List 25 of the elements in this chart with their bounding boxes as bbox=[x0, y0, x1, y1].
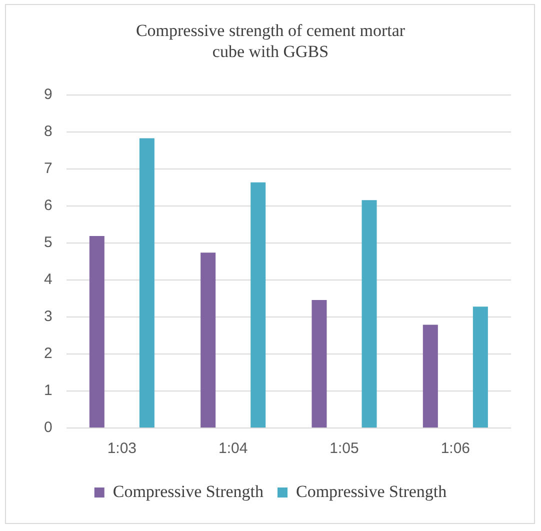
y-tick-label: 5 bbox=[44, 234, 52, 252]
bar bbox=[362, 200, 377, 428]
x-tick-label: 1:05 bbox=[330, 440, 359, 458]
bar bbox=[250, 182, 266, 428]
bar bbox=[422, 324, 438, 428]
chart-title: Compressive strength of cement mortar cube with GGBS bbox=[134, 20, 406, 62]
y-tick-label: 4 bbox=[44, 271, 52, 288]
bar bbox=[472, 306, 488, 428]
x-tick-label: 1:04 bbox=[218, 440, 248, 458]
legend-label: Compressive Strength bbox=[112, 482, 264, 501]
y-tick-label: 9 bbox=[44, 86, 52, 104]
x-tick-label: 1:03 bbox=[107, 440, 137, 458]
bar bbox=[200, 252, 216, 428]
y-tick-label: 1 bbox=[44, 382, 52, 400]
y-tick-label: 3 bbox=[44, 308, 52, 326]
y-tick-label: 8 bbox=[44, 123, 52, 140]
bar bbox=[312, 300, 327, 428]
y-tick-label: 2 bbox=[44, 345, 52, 362]
y-tick-label: 7 bbox=[44, 160, 52, 178]
y-tick-label: 6 bbox=[44, 197, 52, 214]
x-tick-label: 1:06 bbox=[440, 440, 470, 458]
legend-label: Compressive Strength bbox=[296, 482, 448, 501]
bar bbox=[89, 236, 104, 428]
bar bbox=[139, 138, 154, 428]
y-tick-label: 0 bbox=[44, 419, 52, 436]
